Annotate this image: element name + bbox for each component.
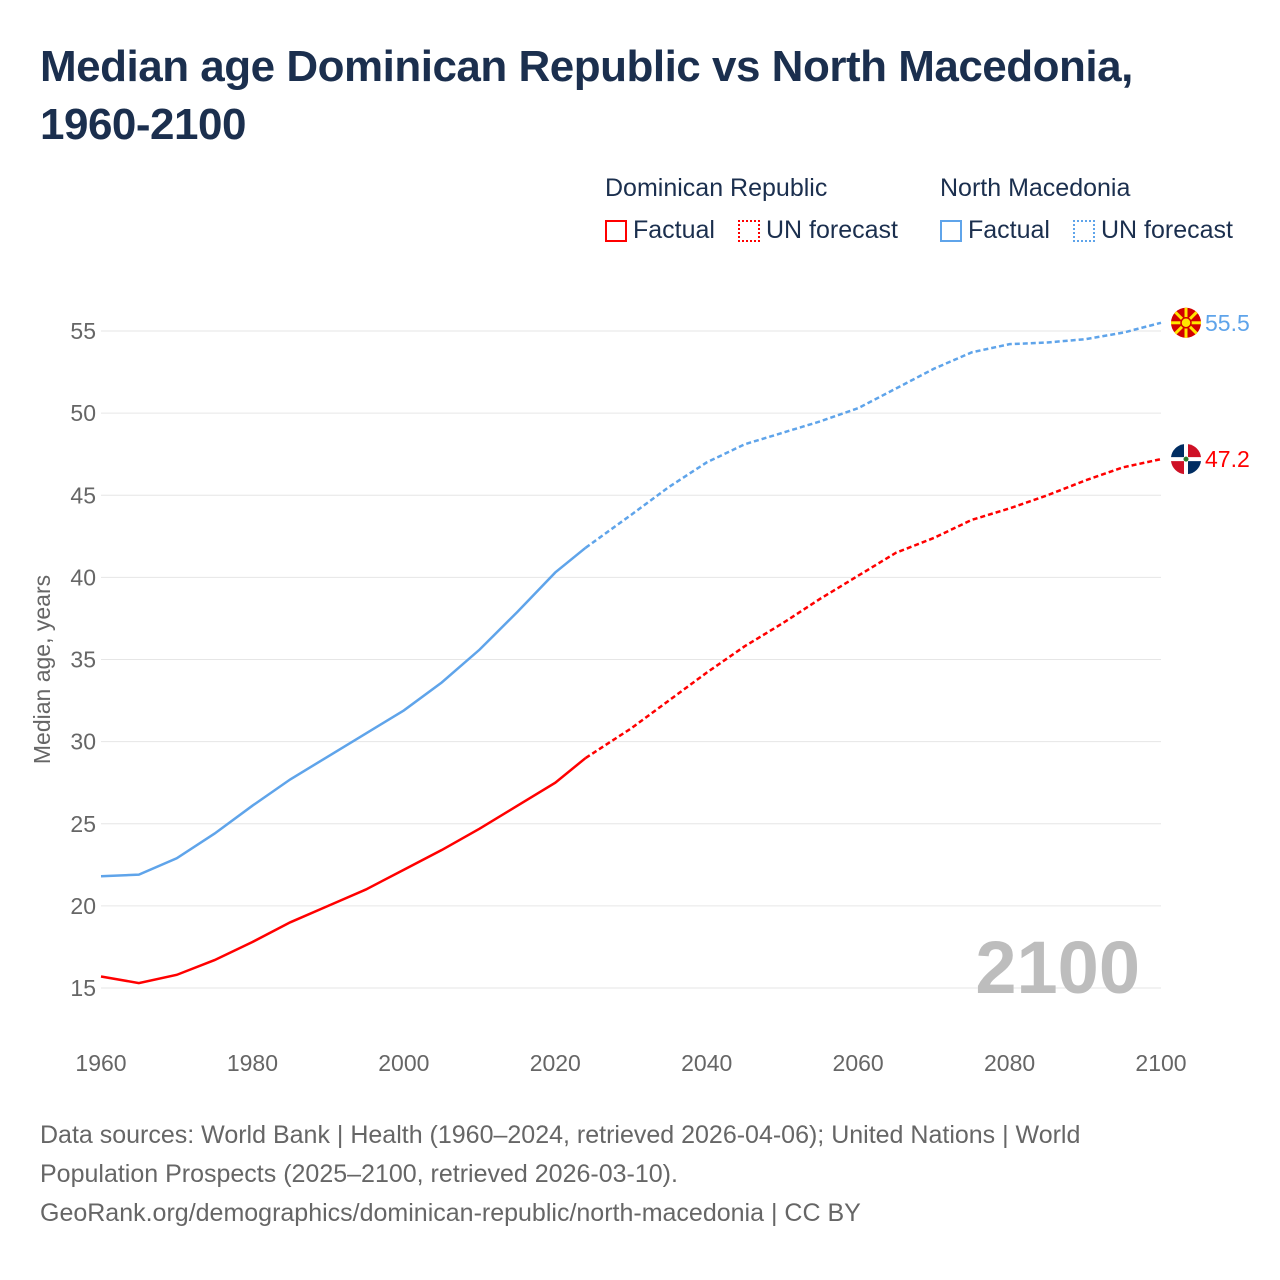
flag-quarter bbox=[1171, 444, 1184, 458]
plot-area: 15 20 25 30 35 40 45 50 55 1960 1980 2000 2020 2040 20… bbox=[29, 307, 1250, 1076]
footer-source-1: Data sources: World Bank | Health (1960–… bbox=[40, 1121, 1081, 1149]
legend-group-dominican-republic: Dominican Republic bbox=[605, 174, 828, 202]
y-tick-label: 40 bbox=[70, 564, 96, 590]
legend-nm-forecast[interactable]: UN forecast bbox=[1073, 216, 1233, 245]
flag-emblem bbox=[1183, 456, 1189, 462]
legend-swatch-solid bbox=[940, 219, 962, 242]
legend-swatch-solid bbox=[605, 219, 627, 242]
series-factual-line bbox=[100, 546, 587, 878]
y-tick-label: 25 bbox=[70, 811, 96, 837]
series-factual-line bbox=[100, 757, 587, 985]
y-tick-label: 55 bbox=[70, 318, 96, 344]
legend-swatch-dotted bbox=[1073, 219, 1095, 242]
chart-title: Median age Dominican Republic vs North M… bbox=[40, 42, 1133, 149]
end-value-label: 55.5 bbox=[1205, 310, 1250, 336]
x-tick-label: 2000 bbox=[378, 1050, 429, 1076]
end-value-label: 47.2 bbox=[1205, 446, 1250, 472]
y-tick-label: 35 bbox=[70, 647, 96, 673]
y-tick-label: 45 bbox=[70, 482, 96, 508]
footer-source-2: Population Prospects (2025–2100, retriev… bbox=[40, 1160, 678, 1188]
y-tick-label: 50 bbox=[70, 400, 96, 426]
y-tick-label: 20 bbox=[70, 893, 96, 919]
legend-label: UN forecast bbox=[1101, 216, 1233, 244]
legend-group-north-macedonia: North Macedonia bbox=[940, 174, 1131, 202]
flag-quarter bbox=[1188, 461, 1201, 475]
legend-label: UN forecast bbox=[766, 216, 898, 244]
footer-link[interactable]: GeoRank.org/demographics/dominican-repub… bbox=[40, 1199, 861, 1227]
legend-label: Factual bbox=[633, 216, 715, 244]
x-tick-label: 1960 bbox=[75, 1050, 126, 1076]
x-tick-label: 2060 bbox=[833, 1050, 884, 1076]
x-tick-label: 2040 bbox=[681, 1050, 732, 1076]
legend-swatch-dotted bbox=[738, 219, 760, 242]
flag-quarter bbox=[1188, 444, 1201, 458]
y-tick-label: 30 bbox=[70, 729, 96, 755]
y-tick-label: 15 bbox=[70, 975, 96, 1001]
flag-sun bbox=[1180, 317, 1192, 329]
year-watermark: 2100 bbox=[975, 926, 1140, 1009]
series-forecast-line bbox=[584, 321, 1162, 549]
x-tick-label: 2100 bbox=[1135, 1050, 1186, 1076]
legend-dr-factual[interactable]: Factual bbox=[605, 216, 715, 245]
x-tick-label: 2020 bbox=[530, 1050, 581, 1076]
x-tick-label: 1980 bbox=[227, 1050, 278, 1076]
legend-nm-factual[interactable]: Factual bbox=[940, 216, 1050, 245]
legend-dr-forecast[interactable]: UN forecast bbox=[738, 216, 898, 245]
x-tick-label: 2080 bbox=[984, 1050, 1035, 1076]
flag-quarter bbox=[1171, 461, 1184, 475]
series-forecast-line bbox=[584, 457, 1162, 760]
footer: Data sources: World Bank | Health (1960–… bbox=[40, 1116, 1240, 1233]
legend-label: Factual bbox=[968, 216, 1050, 244]
y-axis-label: Median age, years bbox=[29, 575, 55, 764]
